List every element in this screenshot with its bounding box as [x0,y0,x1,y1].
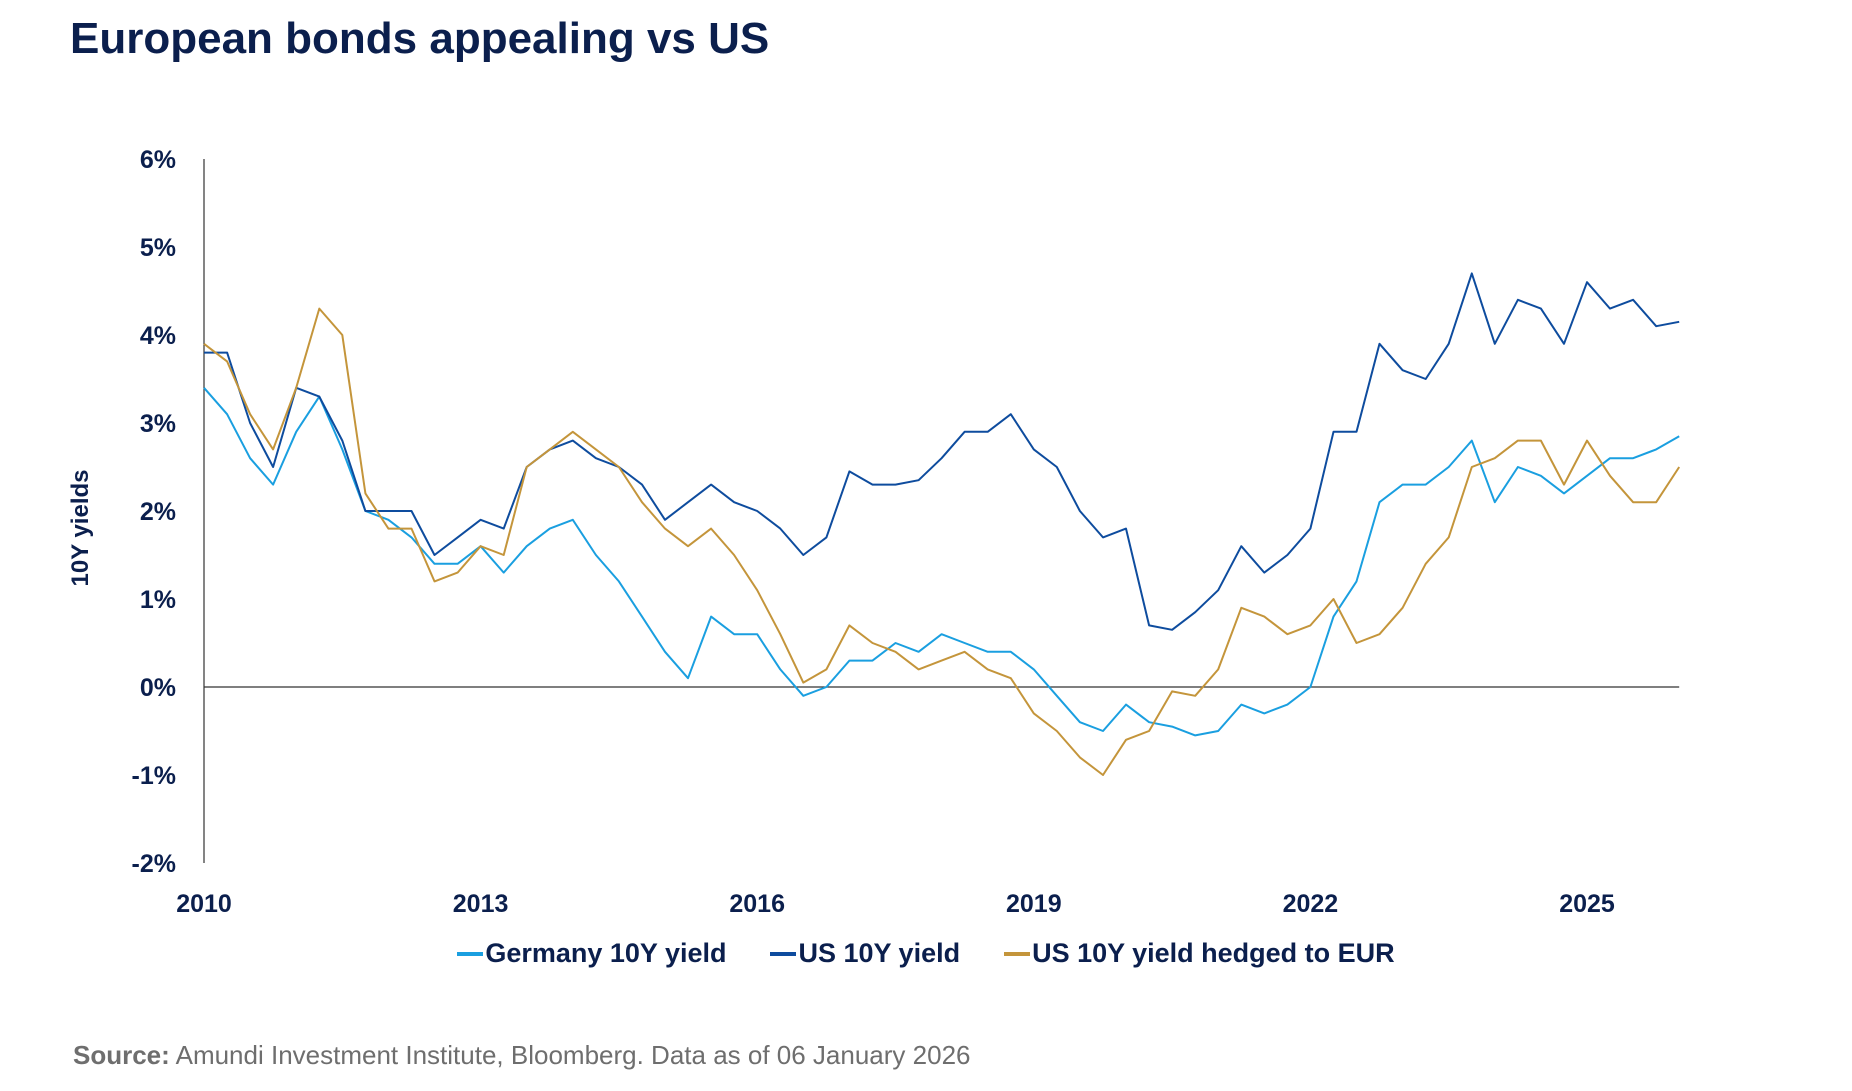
legend-label: Germany 10Y yield [485,938,727,968]
y-tick-label: 3% [140,410,176,438]
y-tick-label: 4% [140,322,176,350]
x-tick-label: 2010 [176,890,232,918]
series-lines [203,272,1681,776]
series-line-us [204,272,1680,631]
legend-swatch-germany [457,951,484,956]
legend-item-us: US 10Y yield [770,938,960,969]
y-tick-label: 1% [140,586,176,614]
x-tick-label: 2013 [453,890,509,918]
legend-swatch-us [770,951,797,956]
y-tick-label: 6% [140,146,176,174]
y-tick-label: -2% [132,850,176,878]
source-text: Amundi Investment Institute, Bloomberg. … [169,1040,971,1070]
x-tick-label: 2016 [729,890,785,918]
x-tick-label: 2019 [1006,890,1062,918]
legend-swatch-us-hedged [1004,951,1031,956]
legend-item-germany: Germany 10Y yield [457,938,726,969]
source-label: Source: [73,1040,170,1070]
series-line-germany [203,387,1680,737]
chart-title: European bonds appealing vs US [70,14,770,63]
axes: 6% 5% 4% 3% 2% 1% 0% -1% -2%2010 2013 2016 2019 2022… [132,146,1680,918]
y-tick-label: 0% [140,674,176,702]
y-axis-label: 10Y yields [67,470,94,587]
series-line-us-hedged [203,307,1681,776]
x-tick-label: 2025 [1559,890,1615,918]
legend: Germany 10Y yield US 10Y yield US 10Y yi… [0,938,1852,969]
legend-label: US 10Y yield [798,938,961,968]
y-tick-label: 2% [140,498,176,526]
source-note: Source: Amundi Investment Institute, Blo… [73,1040,971,1071]
y-tick-label: 5% [140,234,176,262]
x-tick-label: 2022 [1283,890,1339,918]
y-tick-label: -1% [132,762,176,790]
legend-item-us-hedged: US 10Y yield hedged to EUR [1004,938,1395,969]
legend-label: US 10Y yield hedged to EUR [1032,938,1395,968]
